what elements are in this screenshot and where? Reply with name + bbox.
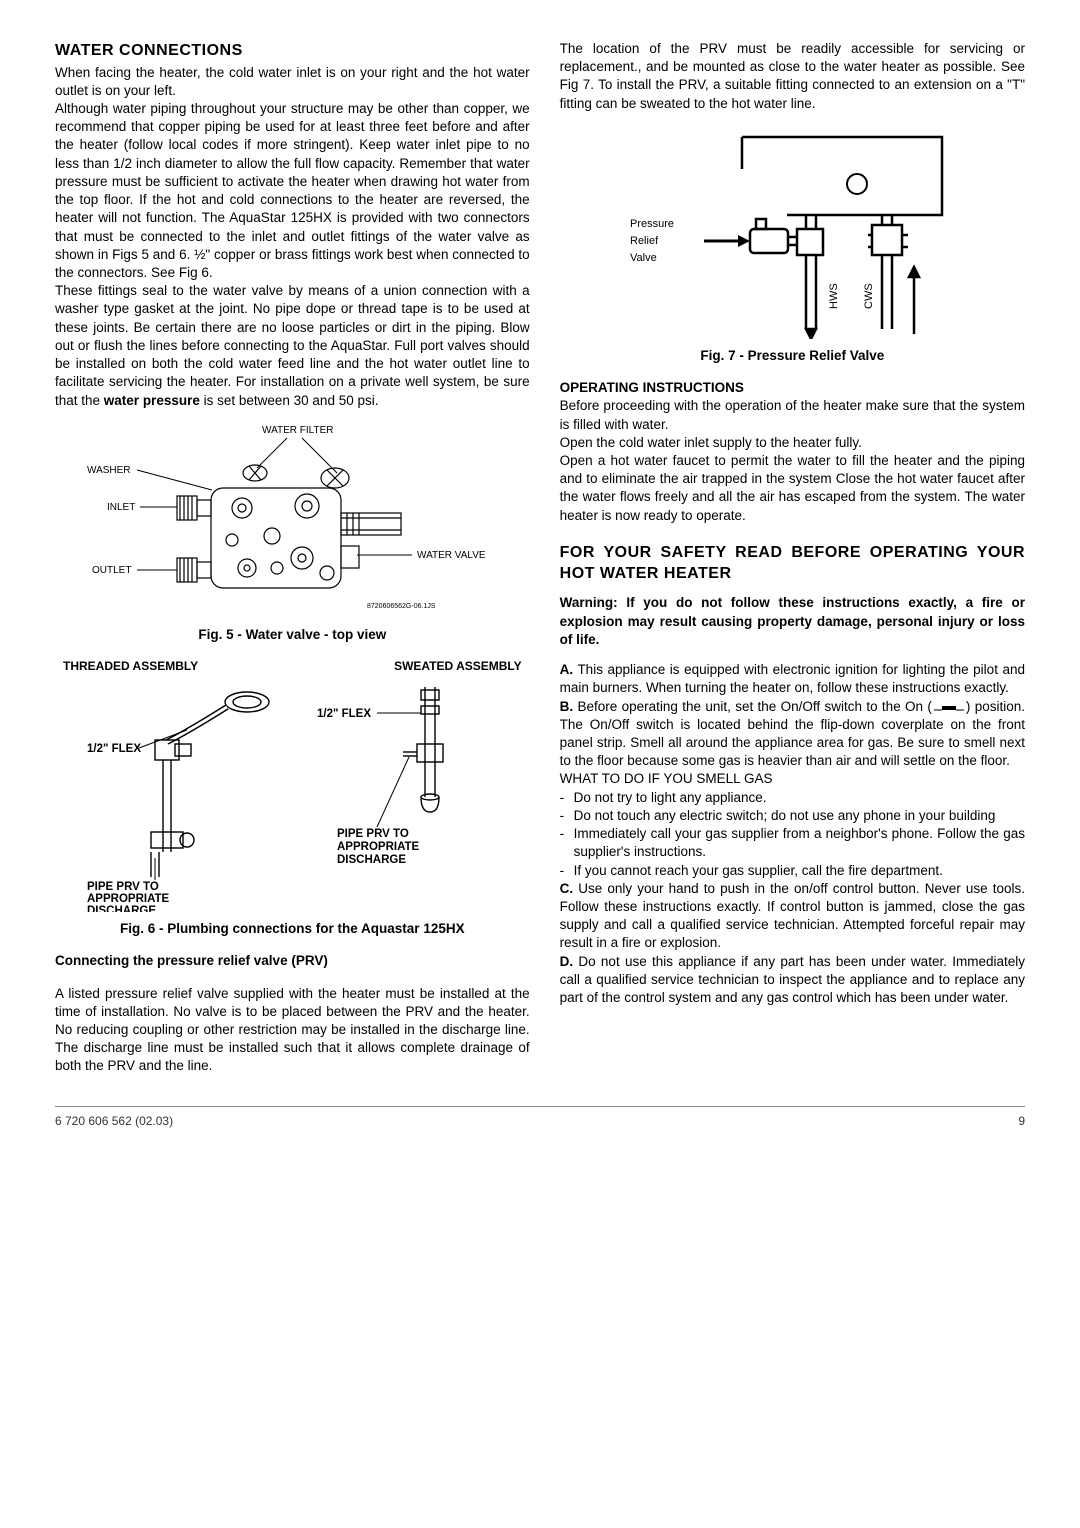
what-heading: WHAT TO DO IF YOU SMELL GAS xyxy=(560,770,1025,788)
content-columns: WATER CONNECTIONS When facing the heater… xyxy=(55,40,1025,1076)
left-column: WATER CONNECTIONS When facing the heater… xyxy=(55,40,530,1076)
D-lead: D. xyxy=(560,954,574,969)
fig7-prv3: Valve xyxy=(630,252,657,264)
left-para-3a: These fittings seal to the water valve b… xyxy=(55,283,530,407)
list-item: - If you cannot reach your gas supplier,… xyxy=(560,862,1025,880)
right-column: The location of the PRV must be readily … xyxy=(560,40,1025,1076)
fig5-caption: Fig. 5 - Water valve - top view xyxy=(55,626,530,644)
B-lead: B. xyxy=(560,699,574,714)
item-C: C. Use only your hand to push in the on/… xyxy=(560,880,1025,953)
D-text: Do not use this appliance if any part ha… xyxy=(560,954,1025,1005)
B-text1: Before operating the unit, set the On/Of… xyxy=(573,699,932,714)
label-washer: WASHER xyxy=(87,465,131,476)
label-water-filter: WATER FILTER xyxy=(262,425,333,436)
fig7-caption: Fig. 7 - Pressure Relief Valve xyxy=(560,347,1025,365)
label-water-valve: WATER VALVE xyxy=(417,550,486,561)
water-connections-heading: WATER CONNECTIONS xyxy=(55,40,530,62)
fig6-caption: Fig. 6 - Plumbing connections for the Aq… xyxy=(55,920,530,938)
fig5-block: WATER FILTER WASHER INLET OUTLET WATER V… xyxy=(55,418,530,618)
safety-heading: FOR YOUR SAFETY READ BEFORE OPERATING YO… xyxy=(560,543,1025,585)
C-text: Use only your hand to push in the on/off… xyxy=(560,881,1025,951)
warning-text: Warning: If you do not follow these inst… xyxy=(560,594,1025,649)
left-para-1: When facing the heater, the cold water i… xyxy=(55,64,530,100)
pipe1c: DISCHARGE xyxy=(87,905,156,912)
list-item: - Do not try to light any appliance. xyxy=(560,789,1025,807)
fig7-svg: Pressure Relief Valve HWS CWS xyxy=(622,129,962,339)
pipe1b: APPROPRIATE xyxy=(87,893,170,905)
li1-text: Do not try to light any appliance. xyxy=(574,789,1025,807)
A-text: This appliance is equipped with electron… xyxy=(560,662,1025,695)
pipe2b: APPROPRIATE xyxy=(337,841,420,853)
fig7-cws: CWS xyxy=(863,283,875,309)
label-inlet: INLET xyxy=(107,502,135,513)
sweated-label: SWEATED ASSEMBLY xyxy=(394,658,522,674)
left-para-3b: water pressure xyxy=(104,393,200,408)
item-B: B. Before operating the unit, set the On… xyxy=(560,698,1025,771)
fig7-prv2: Relief xyxy=(630,235,659,247)
fig6-svg: 1/2" FLEX 1/2" FLEX PIPE PRV TO APPROPRI… xyxy=(77,682,507,912)
fig7-prv1: Pressure xyxy=(630,218,674,230)
op-p1: Before proceeding with the operation of … xyxy=(560,397,1025,433)
footer-right: 9 xyxy=(1018,1113,1025,1129)
C-lead: C. xyxy=(560,881,574,896)
right-para-1: The location of the PRV must be readily … xyxy=(560,40,1025,113)
op-p2: Open the cold water inlet supply to the … xyxy=(560,434,1025,452)
fig7-block: Pressure Relief Valve HWS CWS xyxy=(560,129,1025,339)
left-para-3c: is set between 30 and 50 psi. xyxy=(200,393,379,408)
left-para-3: These fittings seal to the water valve b… xyxy=(55,282,530,410)
pipe1a: PIPE PRV TO xyxy=(87,881,159,893)
op-p3: Open a hot water faucet to permit the wa… xyxy=(560,452,1025,525)
fig7-hws: HWS xyxy=(828,283,840,309)
list-item: - Do not touch any electric switch; do n… xyxy=(560,807,1025,825)
li2-text: Do not touch any electric switch; do not… xyxy=(574,807,1025,825)
item-A: A. This appliance is equipped with elect… xyxy=(560,661,1025,697)
left-para-2: Although water piping throughout your st… xyxy=(55,100,530,282)
op-heading: OPERATING INSTRUCTIONS xyxy=(560,379,1025,397)
label-serial: 8720606562G-06.1JS xyxy=(367,603,436,610)
label-outlet: OUTLET xyxy=(92,565,131,576)
flex-right-label: 1/2" FLEX xyxy=(317,708,371,720)
A-lead: A. xyxy=(560,662,574,677)
on-off-icon xyxy=(932,701,966,712)
flex-left-label: 1/2" FLEX xyxy=(87,743,141,755)
li4-text: If you cannot reach your gas supplier, c… xyxy=(574,862,1025,880)
list-item: - Immediately call your gas supplier fro… xyxy=(560,825,1025,861)
pipe2a: PIPE PRV TO xyxy=(337,828,409,840)
pipe2c: DISCHARGE xyxy=(337,854,406,866)
page-footer: 6 720 606 562 (02.03) 9 xyxy=(55,1106,1025,1129)
prv-heading: Connecting the pressure relief valve (PR… xyxy=(55,952,530,970)
assembly-labels-row: THREADED ASSEMBLY SWEATED ASSEMBLY xyxy=(55,658,530,674)
fig6-block: 1/2" FLEX 1/2" FLEX PIPE PRV TO APPROPRI… xyxy=(55,682,530,912)
li3-text: Immediately call your gas supplier from … xyxy=(574,825,1025,861)
item-D: D. Do not use this appliance if any part… xyxy=(560,953,1025,1008)
prv-para: A listed pressure relief valve supplied … xyxy=(55,985,530,1076)
threaded-label: THREADED ASSEMBLY xyxy=(63,658,198,674)
footer-left: 6 720 606 562 (02.03) xyxy=(55,1113,173,1129)
gas-bullets: - Do not try to light any appliance. - D… xyxy=(560,789,1025,880)
fig5-svg: WATER FILTER WASHER INLET OUTLET WATER V… xyxy=(77,418,507,618)
